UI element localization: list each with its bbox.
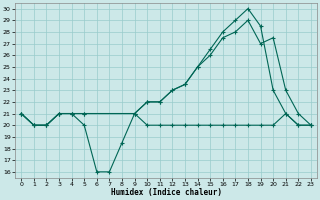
X-axis label: Humidex (Indice chaleur): Humidex (Indice chaleur) xyxy=(111,188,221,197)
